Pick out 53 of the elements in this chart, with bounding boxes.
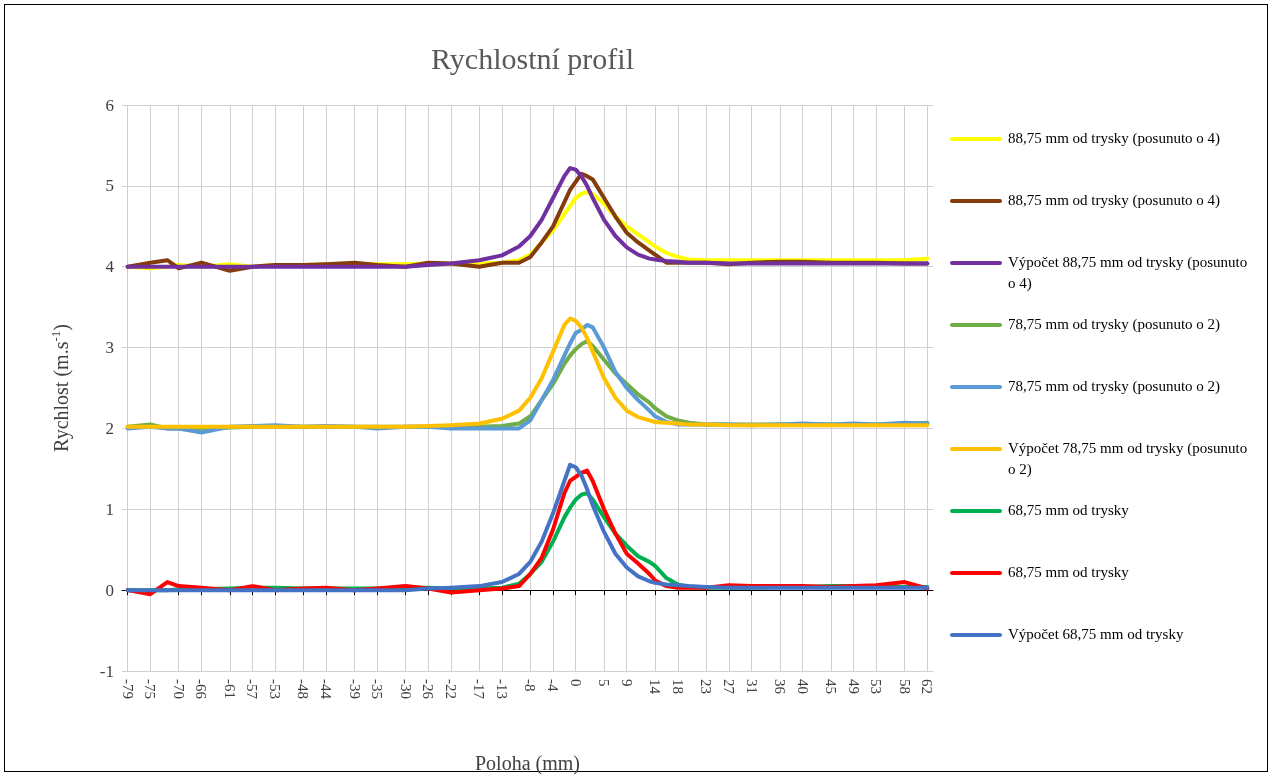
x-tick-label: -30 — [397, 679, 414, 699]
x-tick-label: 36 — [771, 679, 788, 695]
x-tick-label: -22 — [442, 679, 459, 699]
x-tick-label: 31 — [743, 679, 760, 694]
x-tick-label: 27 — [720, 679, 737, 695]
x-tick-label: -17 — [471, 679, 488, 700]
x-tick-label: -66 — [193, 679, 210, 700]
x-tick-label: -4 — [545, 679, 562, 692]
x-tick-label: 23 — [698, 679, 715, 694]
legend-label: 78,75 mm od trysky (posunuto o 2) — [1008, 315, 1221, 334]
y-tick-label: 4 — [105, 257, 115, 277]
x-tick-label: 5 — [596, 679, 613, 687]
legend-label: Výpočet 88,75 mm od trysky (posunuto o 4) — [1008, 253, 1249, 293]
x-tick-label: -75 — [142, 679, 159, 699]
legend-label: 78,75 mm od trysky (posunuto o 2) — [1008, 377, 1221, 396]
x-tick-label: -53 — [267, 679, 284, 699]
x-tick-label: -61 — [221, 679, 238, 699]
y-tick-label: 6 — [105, 95, 114, 115]
x-tick-label: -70 — [170, 679, 187, 699]
y-axis-title: Rychlost (m.s-1) — [48, 324, 73, 452]
x-tick-label: 62 — [919, 679, 936, 694]
legend-label: Výpočet 78,75 mm od trysky (posunuto o 2) — [1008, 439, 1249, 479]
legend-label: 88,75 mm od trysky (posunuto o 4) — [1008, 191, 1221, 210]
x-tick-label: -57 — [244, 679, 261, 700]
x-tick-label: 45 — [822, 679, 839, 694]
y-tick-label: 1 — [105, 499, 114, 519]
x-tick-label: -26 — [420, 679, 437, 700]
x-tick-label: -39 — [346, 679, 363, 699]
x-tick-label: 9 — [618, 679, 635, 687]
legend-label: Výpočet 68,75 mm od trysky — [1008, 625, 1184, 644]
x-tick-label: -44 — [318, 679, 335, 700]
x-tick-label: -35 — [369, 679, 386, 699]
x-tick-label: 0 — [567, 679, 584, 687]
x-tick-label: -79 — [119, 679, 136, 699]
x-tick-label: -8 — [522, 679, 539, 692]
x-axis-title: Poloha (mm) — [475, 752, 580, 775]
x-tick-label: -48 — [295, 679, 312, 699]
y-tick-label: 0 — [105, 580, 114, 600]
y-tick-label: 3 — [105, 338, 114, 358]
y-tick-label: 5 — [105, 176, 114, 196]
y-tick-label: -1 — [99, 661, 114, 681]
chart-title: Rychlostní profil — [431, 41, 634, 75]
x-tick-label: 49 — [845, 679, 862, 694]
x-tick-label: 40 — [794, 679, 811, 694]
legend-label: 88,75 mm od trysky (posunuto o 4) — [1008, 129, 1221, 148]
y-tick-label: 2 — [105, 418, 114, 438]
x-tick-label: 53 — [868, 679, 885, 694]
x-tick-label: 18 — [669, 679, 686, 694]
legend-label: 68,75 mm od trysky — [1008, 563, 1129, 582]
x-tick-label: -13 — [493, 679, 510, 699]
x-tick-label: 14 — [647, 679, 664, 695]
legend-label: 68,75 mm od trysky — [1008, 501, 1129, 520]
x-tick-label: 58 — [896, 679, 913, 694]
